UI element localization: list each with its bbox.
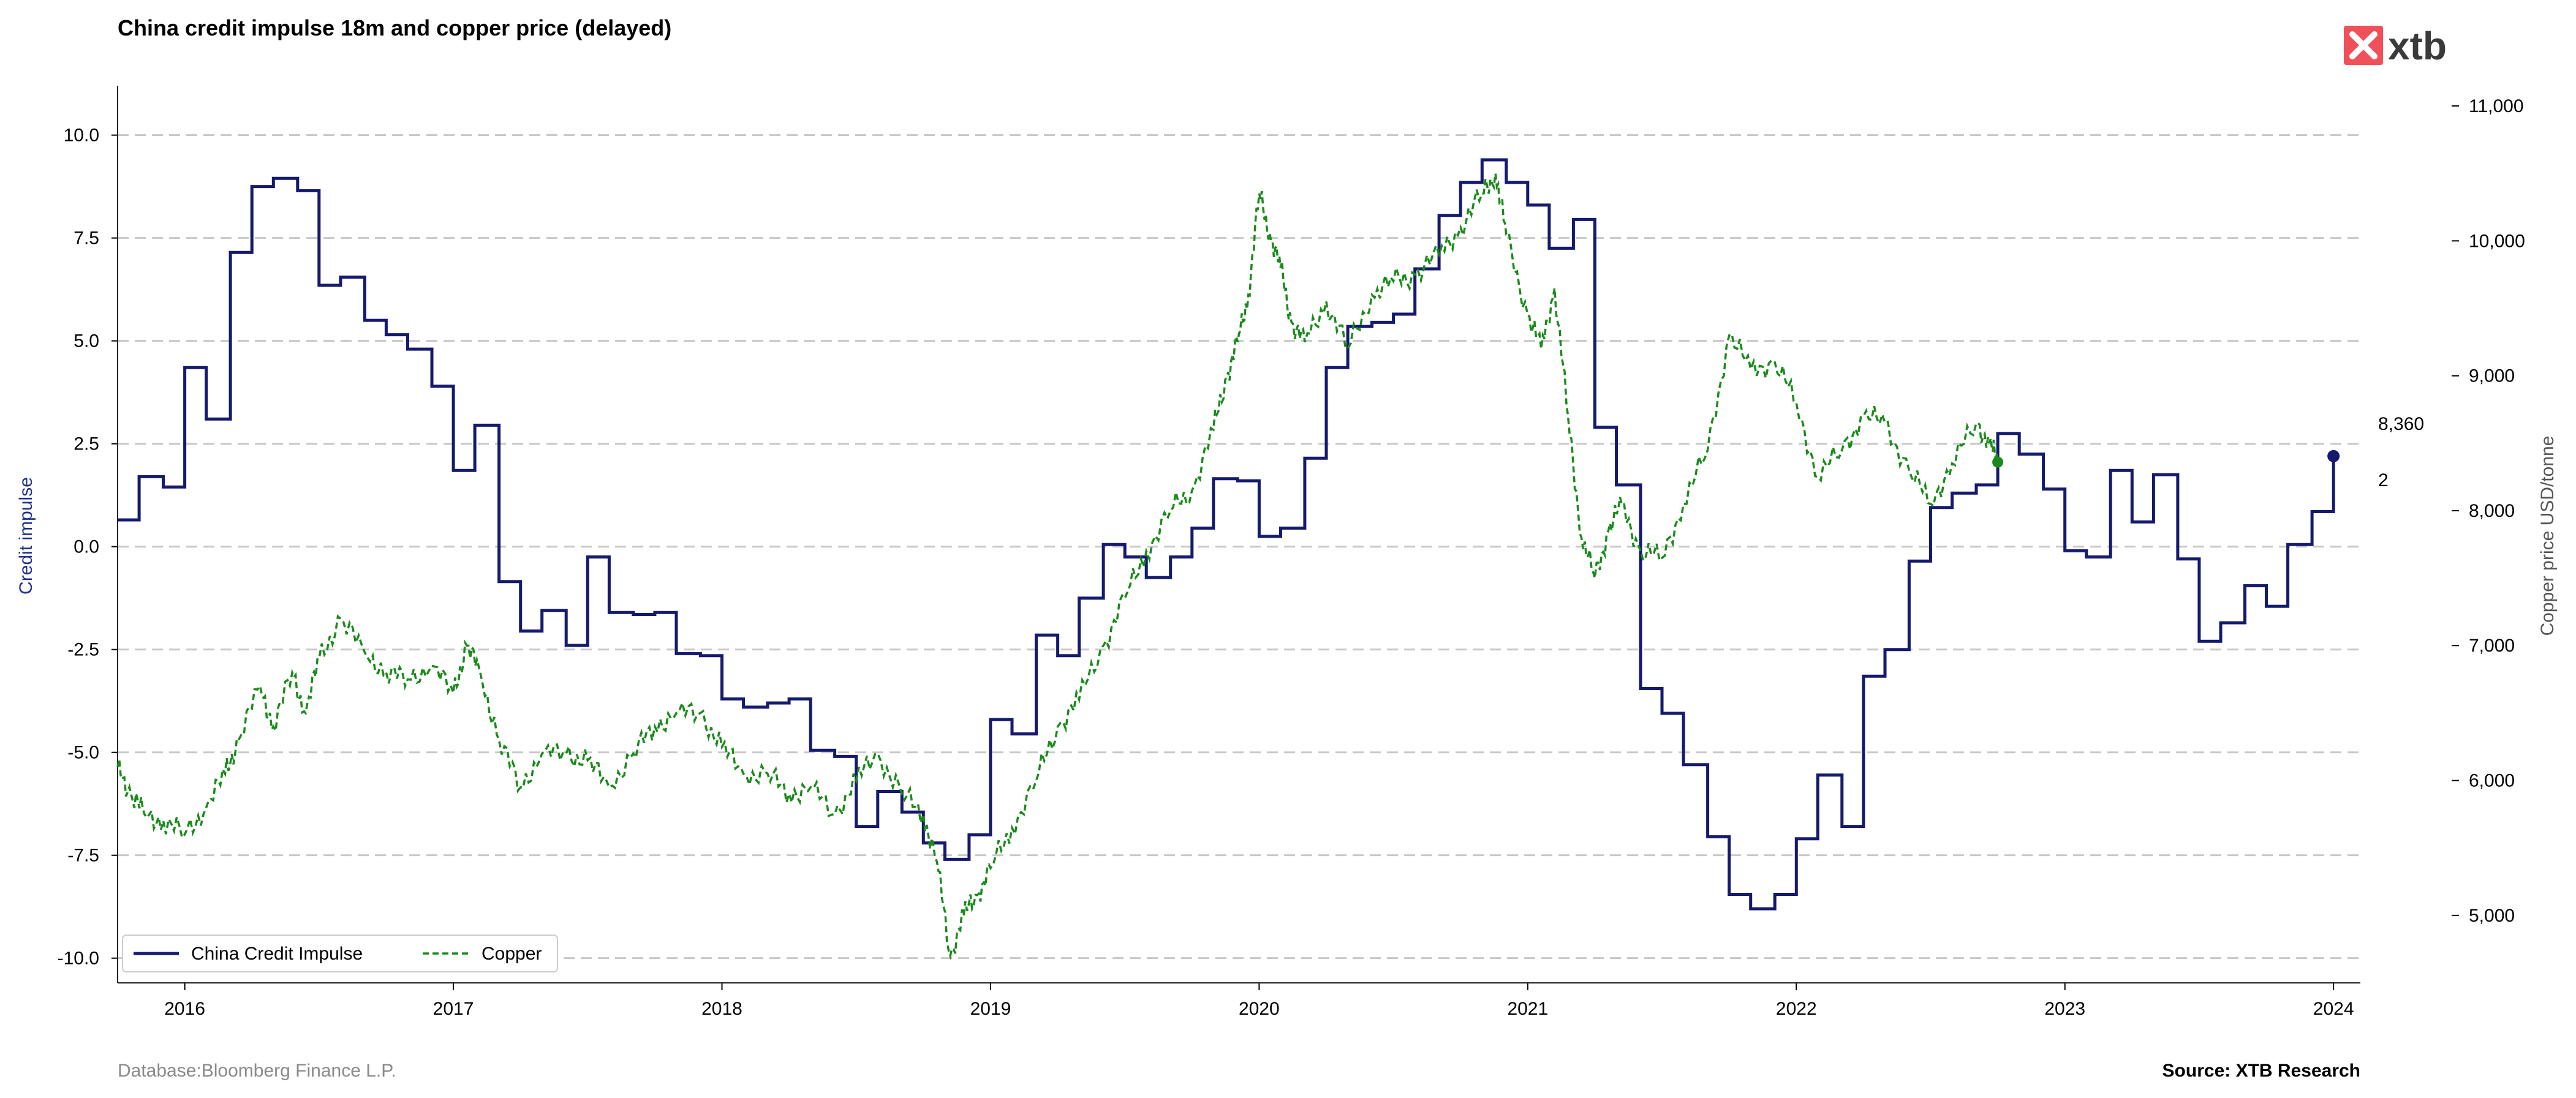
- y-left-tick-label: -10.0: [58, 949, 99, 969]
- x-tick-label: 2018: [701, 999, 742, 1019]
- y-left-tick-label: 5.0: [74, 331, 99, 352]
- y-left-tick-label: -5.0: [67, 743, 99, 763]
- end-label-credit: 2: [2378, 470, 2389, 491]
- y-right-tick-label: 11,000: [2469, 96, 2524, 116]
- y-left-tick-label: -2.5: [67, 640, 99, 660]
- y-axis-left-label: Credit impulse: [16, 477, 36, 595]
- y-right-tick-label: 9,000: [2469, 366, 2515, 386]
- end-marker-credit: [2327, 449, 2340, 462]
- x-tick-label: 2022: [1776, 999, 1817, 1019]
- tick-labels: 10.0 7.5 5.0 2.5 0.0 -2.5 -5.0 -7.5 -10.0 11,000 1…: [58, 96, 2525, 1019]
- end-marker-copper: [1992, 456, 2004, 468]
- y-right-tick-label: 5,000: [2469, 906, 2515, 926]
- legend: China Credit Impulse Copper: [122, 934, 558, 972]
- y-left-tick-label: 10.0: [64, 126, 99, 146]
- x-tick-label: 2016: [164, 999, 205, 1019]
- y-right-tick-label: 10,000: [2469, 231, 2525, 251]
- xtb-logo: xtb: [2344, 24, 2447, 68]
- x-tick-label: 2020: [1239, 999, 1280, 1019]
- x-tick-label: 2019: [970, 999, 1011, 1019]
- y-left-tick-label: -7.5: [67, 846, 99, 866]
- x-tick-label: 2021: [1507, 999, 1548, 1019]
- series-layer: [116, 158, 2340, 960]
- series-line-credit-impulse: [118, 158, 2335, 911]
- x-tick-label: 2024: [2313, 999, 2354, 1019]
- chart-title: China credit impulse 18m and copper pric…: [118, 15, 671, 40]
- y-right-tick-label: 8,000: [2469, 501, 2515, 521]
- legend-box: [122, 934, 558, 972]
- grid-lines: [118, 134, 2360, 960]
- legend-label-copper: Copper: [482, 944, 542, 964]
- x-tick-label: 2023: [2044, 999, 2085, 1019]
- axes: [111, 86, 2459, 990]
- end-label-copper: 8,360: [2378, 414, 2424, 434]
- footer-source: Source: XTB Research: [2162, 1061, 2360, 1081]
- y-left-tick-label: 7.5: [74, 228, 99, 249]
- y-right-tick-label: 7,000: [2469, 636, 2515, 656]
- legend-label-credit: China Credit Impulse: [191, 944, 363, 964]
- xtb-logo-mark: [2349, 31, 2378, 59]
- series-line-copper: [116, 173, 1999, 960]
- y-left-tick-label: 2.5: [74, 434, 99, 454]
- footer-database: Database:Bloomberg Finance L.P.: [118, 1061, 396, 1081]
- y-left-tick-label: 0.0: [74, 537, 99, 557]
- x-tick-label: 2017: [433, 999, 474, 1019]
- y-right-tick-label: 6,000: [2469, 771, 2515, 791]
- xtb-logo-text: xtb: [2388, 24, 2447, 68]
- y-axis-right-label: Copper price USD/tonne: [2537, 436, 2558, 636]
